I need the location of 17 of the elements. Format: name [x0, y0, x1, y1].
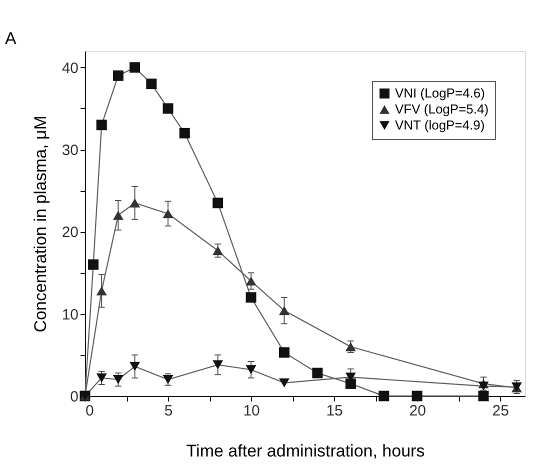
legend-label: VFV (LogP=5.4)	[395, 102, 489, 116]
x-tick-label: 5	[164, 402, 173, 420]
x-tick-label: 10	[243, 402, 260, 420]
y-tick-label: 30	[62, 142, 78, 160]
legend-label: VNI (LogP=4.6)	[395, 86, 485, 100]
y-axis-title: Concentration in plasma, μM	[30, 116, 50, 332]
y-tick-label: 0	[70, 388, 78, 406]
text: A	[5, 29, 17, 48]
y-tick-label: 20	[62, 224, 78, 242]
legend-label: VNT (logP=4.9)	[395, 118, 485, 132]
x-axis-title: Time after administration, hours	[186, 442, 425, 460]
y-tick-label: 40	[62, 60, 78, 77]
x-tick-label: 15	[326, 402, 343, 420]
x-tick-label: 20	[409, 402, 426, 420]
y-tick-label: 10	[62, 306, 78, 324]
x-tick-label: 25	[492, 402, 509, 420]
x-tick-label: 0	[86, 402, 94, 420]
